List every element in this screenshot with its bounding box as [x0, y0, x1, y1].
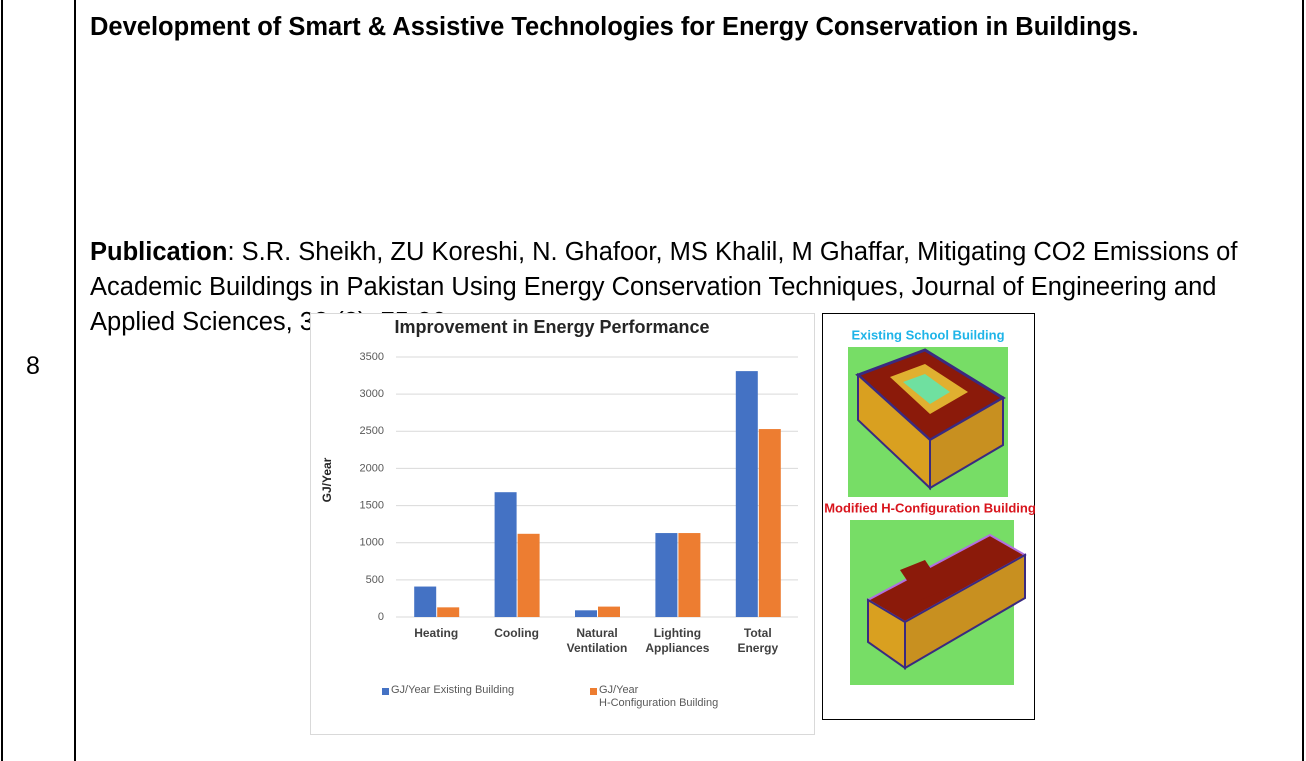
x-tick-label: Natural Ventilation	[557, 626, 637, 656]
y-tick-label: 2000	[360, 462, 384, 474]
bar	[598, 607, 620, 617]
y-tick-label: 500	[366, 574, 384, 586]
bar	[495, 492, 517, 617]
bar	[678, 533, 700, 617]
y-tick-label: 0	[378, 611, 384, 623]
x-tick-label-box: Heating	[396, 626, 476, 666]
y-tick-label: 3000	[360, 388, 384, 400]
image-caption: Existing School Building	[851, 327, 1004, 342]
x-tick-label-box: Total Energy	[718, 626, 798, 666]
figure: Improvement in Energy Performance GJ/Yea…	[0, 0, 1306, 761]
legend-label: GJ/Year H-Configuration Building	[599, 684, 799, 710]
y-tick-label: 3500	[360, 351, 384, 363]
x-tick-label: Lighting Appliances	[637, 626, 717, 656]
bar	[414, 587, 436, 617]
y-axis-label: GJ/Year	[320, 457, 334, 502]
image-caption: Modified H-Configuration Building	[824, 500, 1036, 515]
x-tick-label-box: Lighting Appliances	[637, 626, 717, 666]
legend-swatch	[382, 688, 389, 695]
legend-label: GJ/Year Existing Building	[391, 684, 591, 697]
bar	[759, 429, 781, 617]
bar	[518, 534, 540, 617]
page: 8 Development of Smart & Assistive Techn…	[0, 0, 1306, 761]
y-tick-label: 1500	[360, 499, 384, 511]
bar	[736, 371, 758, 617]
legend-label-box: GJ/Year Existing Building	[391, 684, 591, 718]
x-tick-label: Total Energy	[718, 626, 798, 656]
legend-label-box: GJ/Year H-Configuration Building	[599, 684, 799, 718]
chart-title: Improvement in Energy Performance	[394, 317, 709, 337]
y-tick-label: 1000	[360, 537, 384, 549]
x-tick-label: Heating	[396, 626, 476, 641]
x-tick-label: Cooling	[476, 626, 556, 641]
bar	[575, 610, 597, 617]
bar	[655, 533, 677, 617]
x-tick-label-box: Natural Ventilation	[557, 626, 637, 666]
legend-swatch	[590, 688, 597, 695]
x-tick-label-box: Cooling	[476, 626, 556, 666]
y-tick-label: 2500	[360, 425, 384, 437]
bar	[437, 607, 459, 617]
